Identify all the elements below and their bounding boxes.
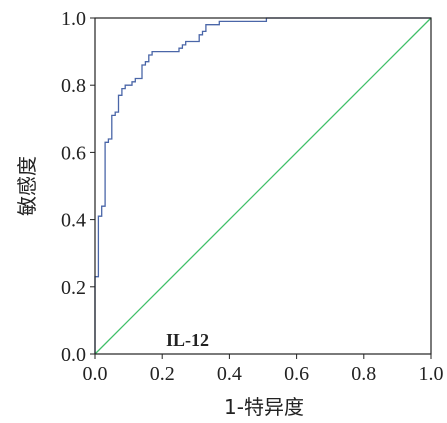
y-tick-label: 0.8 [61, 75, 86, 97]
curve-layer [94, 17, 432, 355]
x-tick-label: 1.0 [419, 363, 444, 385]
annotation-label: IL-12 [166, 330, 209, 350]
y-tick-label: 0.4 [61, 210, 86, 232]
x-tick-label: 0.0 [83, 363, 108, 385]
x-tick-label: 0.4 [217, 363, 242, 385]
roc-curve-line [94, 17, 431, 354]
y-tick-label: 0.6 [61, 142, 86, 164]
y-tick-label: 1.0 [61, 8, 86, 30]
y-tick-label: 0.2 [61, 277, 86, 299]
reference-diagonal-line [94, 17, 432, 355]
x-axis-title: 1-特异度 [224, 395, 304, 419]
plot-frame [94, 17, 432, 355]
x-tick-label: 0.6 [284, 363, 309, 385]
y-tick-label: 0.0 [61, 344, 86, 366]
y-axis-title: 敏感度 [15, 156, 39, 216]
tick-layer: 0.0 0.2 0.4 0.6 0.8 1.0 0.0 0.2 0.4 0.6 0.8 1.0 [61, 8, 444, 385]
x-tick-label: 0.2 [150, 363, 175, 385]
x-tick-label: 0.8 [351, 363, 376, 385]
